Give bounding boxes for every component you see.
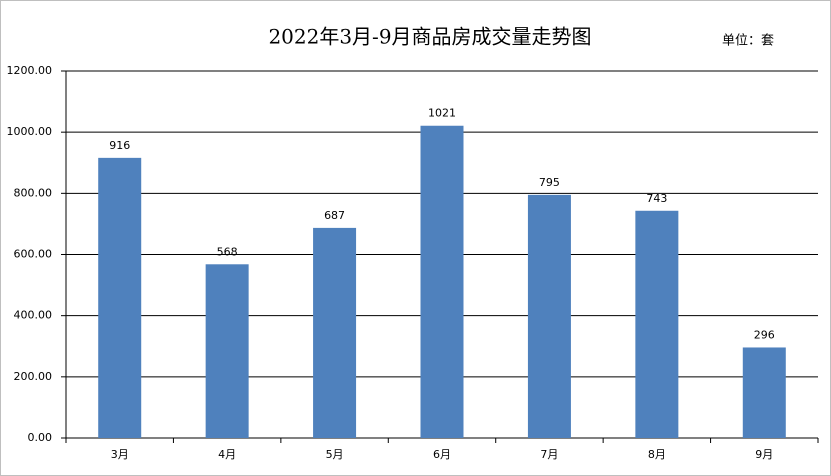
chart-title: 2022年3月-9月商品房成交量走势图 bbox=[268, 25, 591, 49]
x-tick-label: 7月 bbox=[540, 448, 558, 461]
bar bbox=[205, 264, 249, 438]
y-tick-label: 200.00 bbox=[14, 370, 53, 383]
y-tick-label: 1200.00 bbox=[7, 64, 53, 77]
bar bbox=[742, 347, 786, 438]
x-tick-label: 5月 bbox=[326, 448, 344, 461]
bar bbox=[527, 194, 571, 438]
y-tick-label: 800.00 bbox=[14, 186, 53, 199]
data-label: 568 bbox=[217, 245, 238, 258]
bar bbox=[313, 227, 357, 438]
x-tick-label: 8月 bbox=[648, 448, 666, 461]
y-tick-label: 400.00 bbox=[14, 309, 53, 322]
y-tick-label: 600.00 bbox=[14, 248, 53, 261]
bar bbox=[635, 210, 679, 438]
bar bbox=[98, 157, 142, 438]
x-tick-label: 3月 bbox=[111, 448, 129, 461]
data-label: 795 bbox=[539, 176, 560, 189]
bar bbox=[420, 125, 464, 438]
data-label: 687 bbox=[324, 209, 345, 222]
data-label: 296 bbox=[754, 328, 775, 341]
data-label: 916 bbox=[109, 139, 130, 152]
x-tick-label: 6月 bbox=[433, 448, 451, 461]
y-tick-label: 0.00 bbox=[28, 431, 53, 444]
x-tick-label: 9月 bbox=[755, 448, 773, 461]
data-label: 743 bbox=[646, 192, 667, 205]
y-tick-label: 1000.00 bbox=[7, 125, 53, 138]
data-label: 1021 bbox=[428, 107, 456, 120]
x-tick-label: 4月 bbox=[218, 448, 236, 461]
unit-label: 单位：套 bbox=[722, 33, 774, 49]
